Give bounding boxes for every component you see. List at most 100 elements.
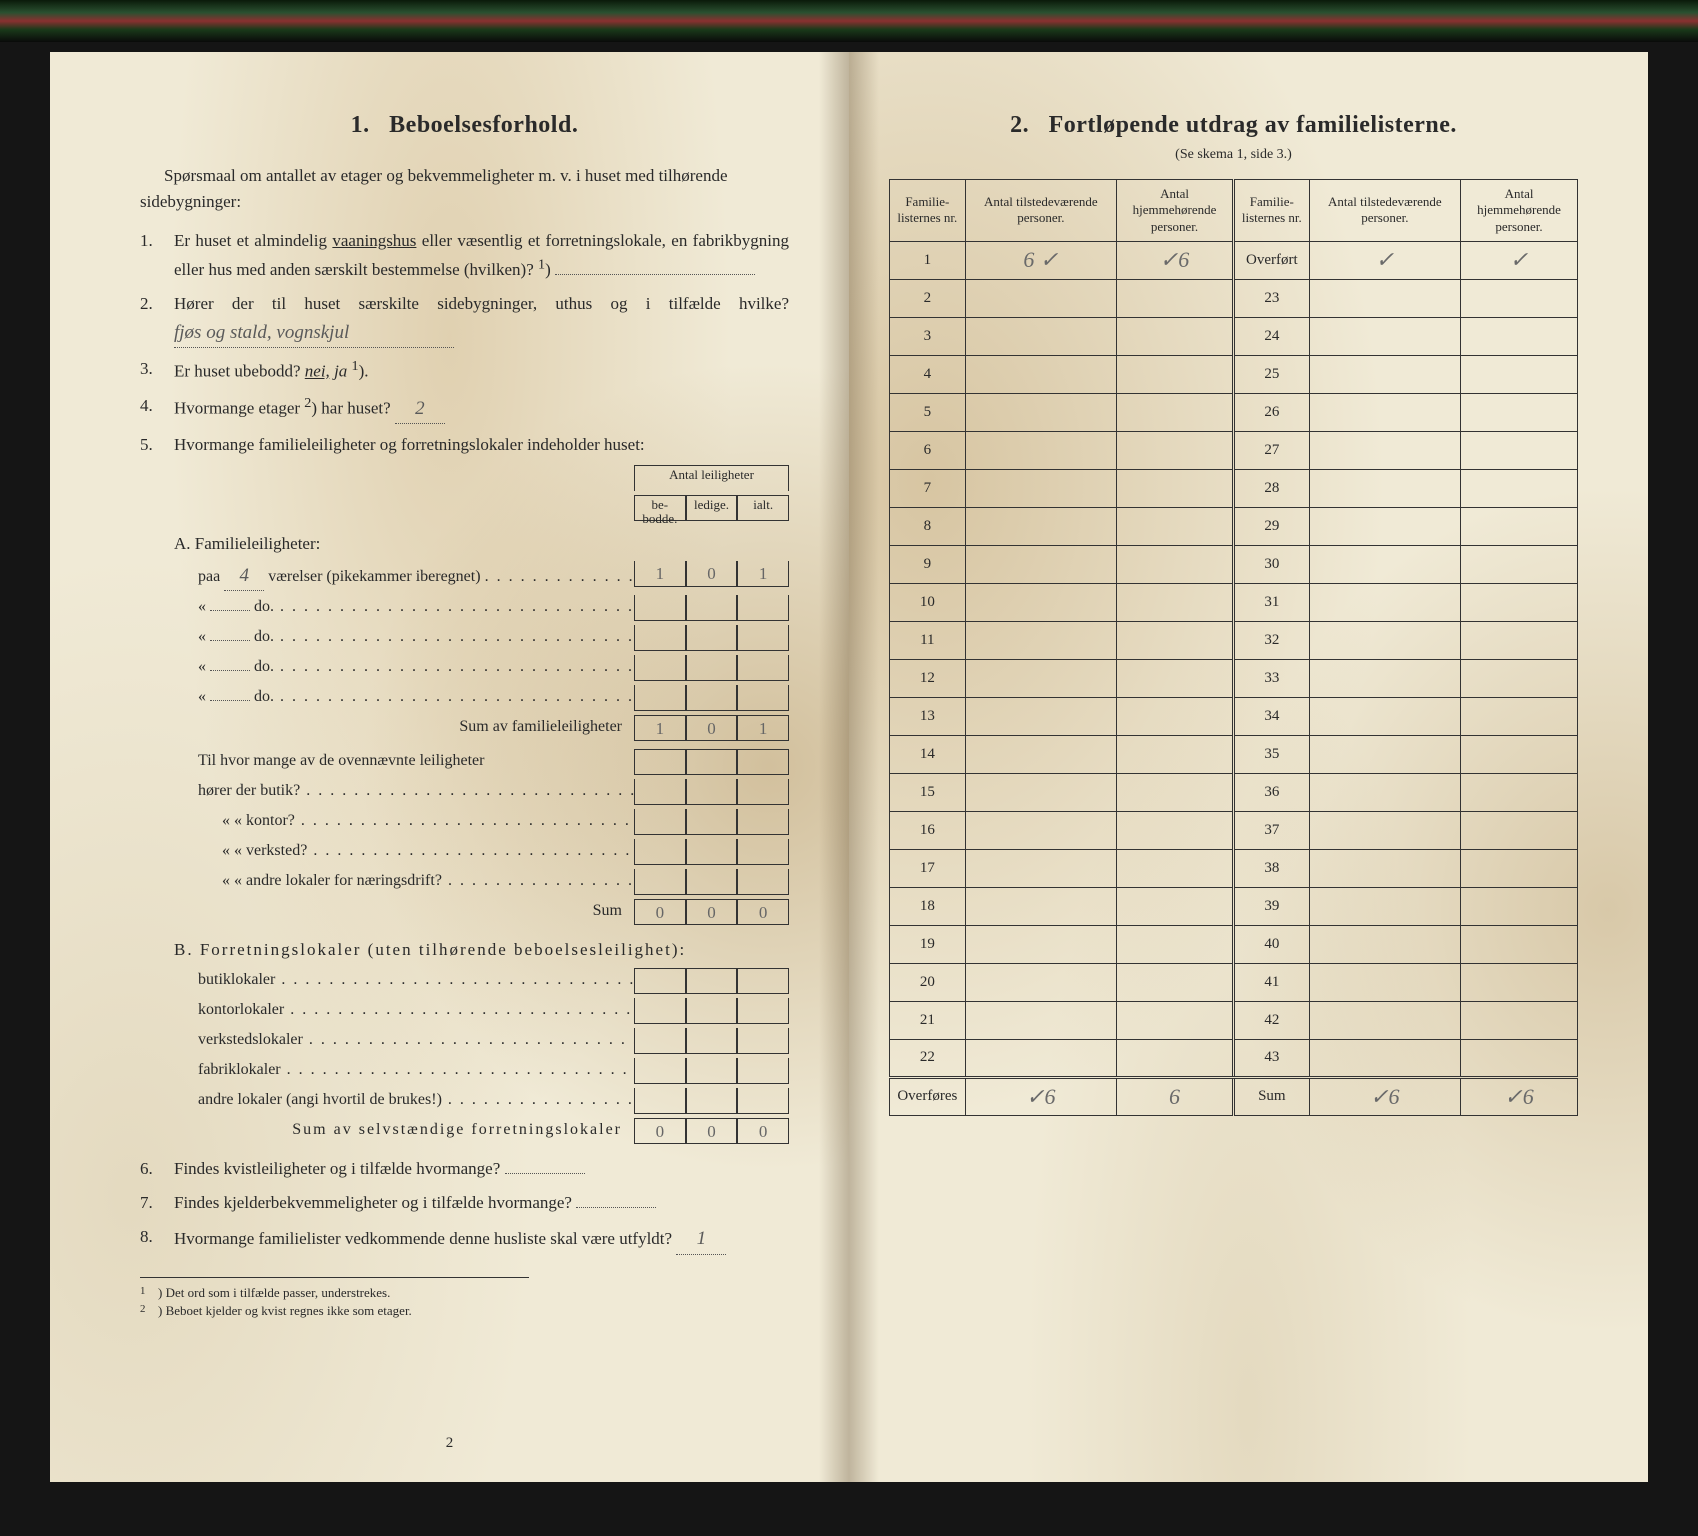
cell-tilstede (965, 925, 1116, 963)
q1-num: 1. (140, 228, 153, 254)
B-row-5: andre lokaler (angi hvortil de brukes!) (174, 1088, 789, 1114)
cell-tilstede (1309, 355, 1460, 393)
cell-sum-hjemme: ✓6 (1461, 1077, 1578, 1115)
footnote-1: 1) Det ord som i tilfælde passer, unders… (140, 1284, 529, 1302)
cell-famnr: 9 (890, 545, 966, 583)
cell-famnr: 2 (890, 279, 966, 317)
q5-num: 5. (140, 432, 153, 458)
cell-famnr: 6 (890, 431, 966, 469)
cell-hjemme (1117, 1001, 1234, 1039)
cell-famnr: 12 (890, 659, 966, 697)
cell-tilstede (965, 545, 1116, 583)
cell-hjemme (1117, 507, 1234, 545)
cell-famnr: 22 (890, 1039, 966, 1077)
cell-famnr: 25 (1233, 355, 1309, 393)
cell-hjemme (1117, 621, 1234, 659)
cell-tilstede (1309, 545, 1460, 583)
A-r1-ialt: 1 (737, 561, 789, 587)
cell-tilstede (965, 773, 1116, 811)
q4-answer: 2 (395, 394, 445, 424)
cell-tilstede (965, 355, 1116, 393)
cell-famnr: 31 (1233, 583, 1309, 621)
cell-tilstede (965, 621, 1116, 659)
cell-hjemme (1461, 469, 1578, 507)
q7-blank (576, 1207, 656, 1208)
A-r1-ledige: 0 (686, 561, 738, 587)
A-s2-b: 0 (634, 899, 686, 925)
cell-hjemme (1117, 697, 1234, 735)
cell-famnr: 32 (1233, 621, 1309, 659)
cell-tilstede (965, 317, 1116, 355)
cell-hjemme (1117, 583, 1234, 621)
section-1-text: Beboelsesforhold. (389, 112, 578, 138)
cell-famnr: 7 (890, 469, 966, 507)
q7-text: Findes kjelderbekvemmeligheter og i tilf… (174, 1193, 572, 1212)
q3-num: 3. (140, 356, 153, 382)
table-row: 2142 (890, 1001, 1578, 1039)
cell-tilstede (1309, 279, 1460, 317)
table-row: 16 ✓✓6Overført✓✓ (890, 241, 1578, 279)
A-sum-row: Sum av familieleiligheter 1 0 1 (174, 715, 789, 741)
cell-hjemme (1461, 849, 1578, 887)
cell-famnr: 15 (890, 773, 966, 811)
question-list: 1. Er huset et almindelig vaaningshus el… (140, 228, 789, 1255)
q3-ja: ja (334, 362, 347, 381)
q4-text-b: ) har huset? (311, 399, 390, 418)
th-tilstede-a: Antal tilstedeværende personer. (965, 180, 1116, 242)
cell-hjemme (1117, 811, 1234, 849)
cell-tilstede (1309, 1039, 1460, 1077)
cell-tilstede (1309, 735, 1460, 773)
question-5: 5. Hvormange familieleiligheter og forre… (140, 432, 789, 1143)
cell-famnr: 3 (890, 317, 966, 355)
A-q3: « « verksted? (174, 839, 789, 865)
cell-overfores-tilstede: ✓6 (965, 1077, 1116, 1115)
q3-text: Er huset ubebodd? (174, 362, 305, 381)
cell-hjemme (1461, 317, 1578, 355)
question-4: 4. Hvormange etager 2) har huset? 2 (140, 393, 789, 424)
cell-famnr: 36 (1233, 773, 1309, 811)
spine-shadow-left (819, 52, 849, 1482)
footnote-2: 2) Beboet kjelder og kvist regnes ikke s… (140, 1302, 529, 1320)
q2-text: Hører der til huset særskilte sidebygnin… (174, 294, 789, 313)
A-sum-b: 1 (634, 715, 686, 741)
cell-sum-tilstede: ✓6 (1309, 1077, 1460, 1115)
cell-famnr: 13 (890, 697, 966, 735)
cell-famnr: 11 (890, 621, 966, 659)
cell-tilstede (965, 583, 1116, 621)
A-s2-l: 0 (686, 899, 738, 925)
table-footer-row: Overføres✓66Sum✓6✓6 (890, 1077, 1578, 1115)
B-row-3: verkstedslokaler (174, 1028, 789, 1054)
A-sum2-row: Sum 0 0 0 (174, 899, 789, 925)
cell-tilstede (965, 279, 1116, 317)
cell-tilstede (1309, 393, 1460, 431)
cell-hjemme (1461, 811, 1578, 849)
table-row: 1031 (890, 583, 1578, 621)
cell-hjemme (1117, 279, 1234, 317)
table-row: 728 (890, 469, 1578, 507)
cell-overfores-label: Overføres (890, 1077, 966, 1115)
cell-hjemme (1461, 355, 1578, 393)
q8-text: Hvormange familielister vedkommende denn… (174, 1229, 672, 1248)
cell-hjemme (1117, 887, 1234, 925)
left-page: 1. Beboelsesforhold. Spørsmaal om antall… (50, 52, 849, 1482)
section-2-subnote: (Se skema 1, side 3.) (889, 147, 1578, 163)
A-row-3: « do. (174, 625, 789, 651)
cell-famnr: 17 (890, 849, 966, 887)
cell-famnr: 20 (890, 963, 966, 1001)
cell-hjemme (1117, 963, 1234, 1001)
th-hjemme-b: Antal hjemmehørende personer. (1461, 180, 1578, 242)
cell-tilstede (1309, 697, 1460, 735)
A-row-4: « do. (174, 655, 789, 681)
cell-tilstede (965, 963, 1116, 1001)
cell-famnr: 14 (890, 735, 966, 773)
cell-overfores-hjemme: 6 (1117, 1077, 1234, 1115)
cell-famnr: 21 (890, 1001, 966, 1039)
cell-famnr: 4 (890, 355, 966, 393)
question-6: 6. Findes kvistleiligheter og i tilfælde… (140, 1156, 789, 1182)
table-row: 930 (890, 545, 1578, 583)
cell-hjemme (1461, 773, 1578, 811)
section-1-number: 1. (351, 112, 370, 138)
cell-tilstede (1309, 431, 1460, 469)
cell-famnr: 16 (890, 811, 966, 849)
cell-famnr: 39 (1233, 887, 1309, 925)
